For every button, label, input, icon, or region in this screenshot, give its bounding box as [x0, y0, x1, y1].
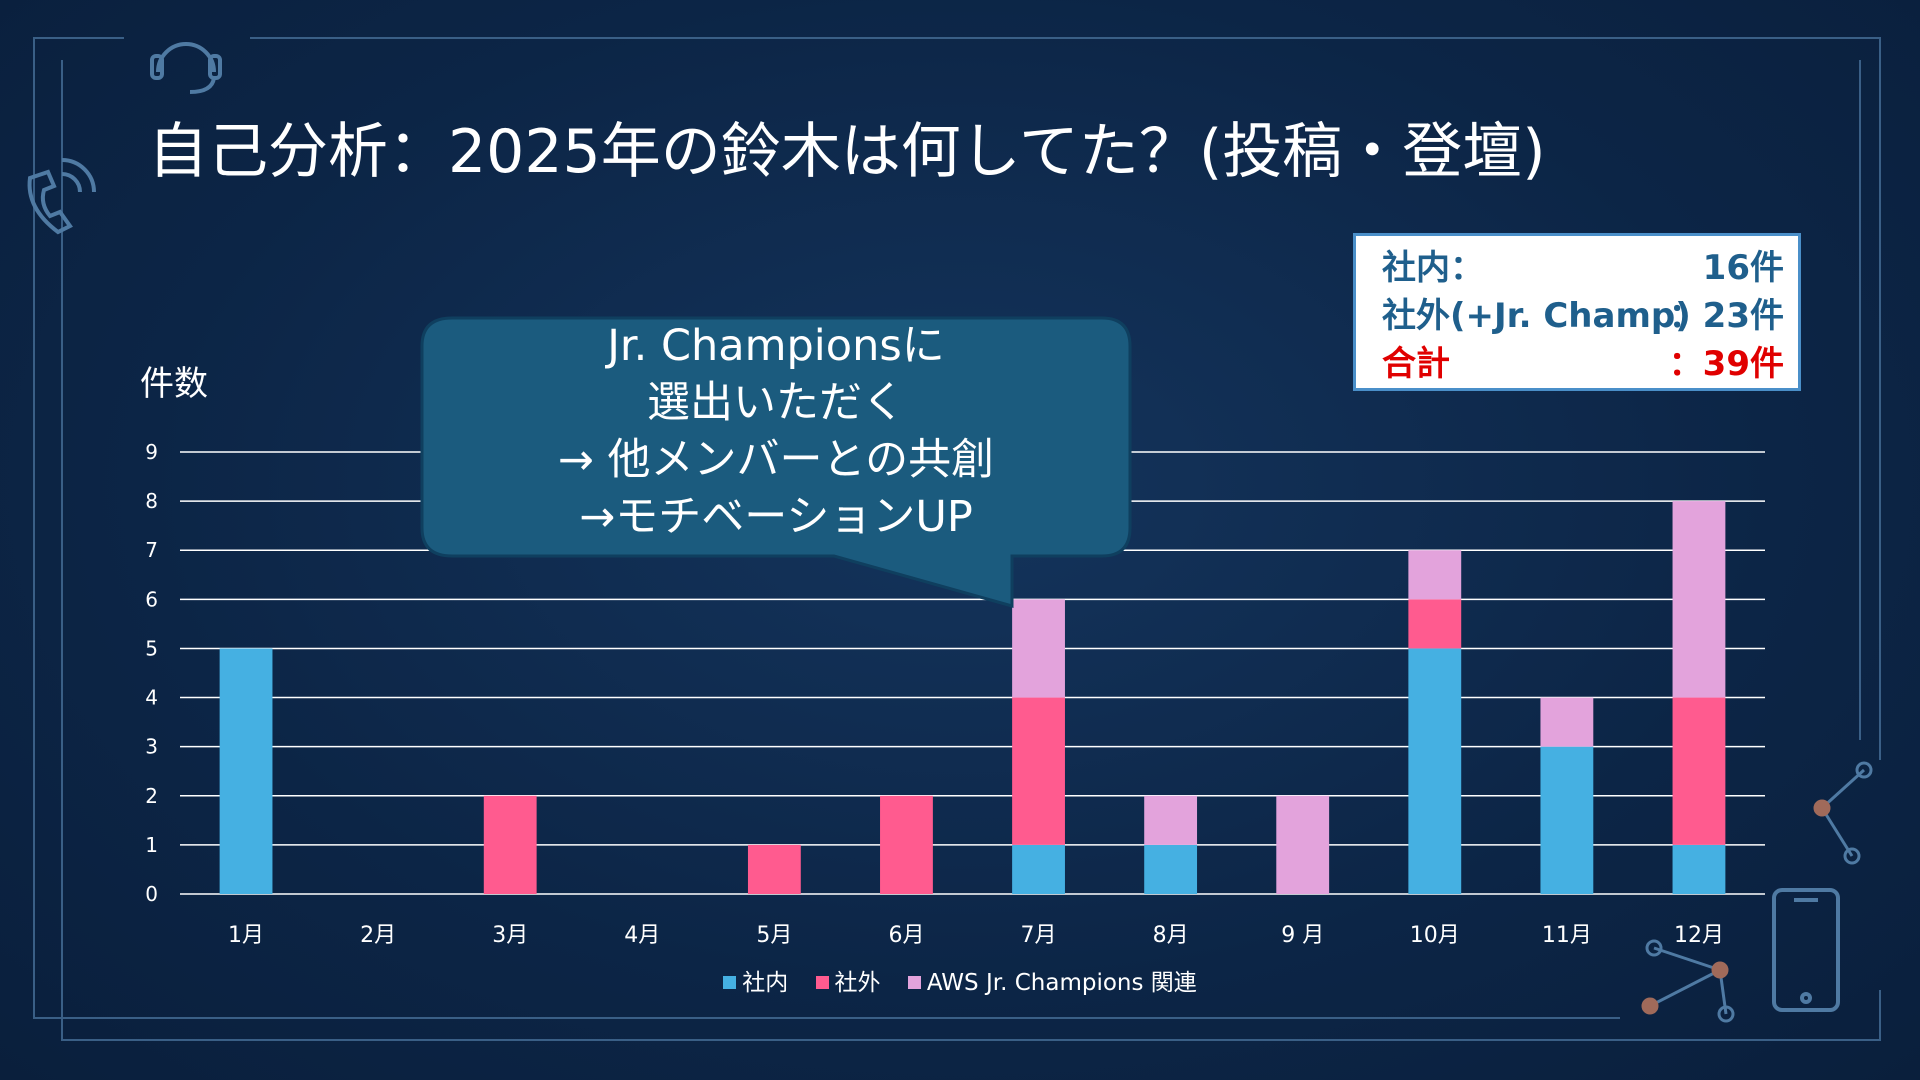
phone-icon	[27, 158, 96, 235]
summary-row-total: 合計 ：39件	[1382, 340, 1784, 388]
summary-value: ：39件	[1668, 344, 1784, 384]
x-tick-label: 8月	[1153, 923, 1189, 948]
legend-item-jr-champions: AWS Jr. Champions 関連	[907, 968, 1197, 998]
bar-segment	[1672, 501, 1726, 698]
x-tick-label: 6月	[888, 923, 924, 948]
headset-icon	[150, 42, 222, 94]
bar-segment	[1012, 599, 1065, 698]
legend-label: 社外	[834, 970, 881, 996]
y-tick-label: 0	[145, 882, 158, 906]
bar-segment	[1672, 844, 1726, 894]
bar-segment	[1276, 795, 1330, 894]
page-title: 自己分析：2025年の鈴木は何してた？(投稿・登壇)	[148, 117, 1546, 187]
y-tick-label: 4	[145, 686, 158, 710]
summary-label: 社内：	[1382, 248, 1484, 288]
chart-legend: 社内 社外 AWS Jr. Champions 関連	[0, 968, 1920, 998]
legend-swatch	[723, 976, 737, 989]
bar-segment	[880, 795, 933, 894]
bar-segment	[1408, 599, 1462, 649]
bar-segment	[1012, 844, 1065, 894]
network-icon	[1641, 761, 1873, 1023]
callout-line: 選出いただく	[647, 378, 905, 428]
bar-segment	[747, 844, 801, 894]
smartphone-icon	[1772, 888, 1840, 1012]
bar-segment	[483, 795, 537, 894]
legend-label: AWS Jr. Champions 関連	[926, 970, 1197, 996]
y-tick-label: 7	[145, 538, 158, 562]
callout-line: Jr. Championsに	[607, 321, 945, 371]
summary-row-internal: 社内： 16件	[1382, 244, 1784, 292]
bar-segment	[1144, 795, 1198, 845]
y-tick-label: 2	[145, 784, 158, 808]
legend-item-external: 社外	[815, 968, 881, 998]
y-tick-label: 8	[145, 489, 158, 513]
callout-line: → 他メンバーとの共創	[557, 435, 995, 485]
y-tick-label: 1	[145, 833, 158, 857]
x-tick-label: 9 月	[1281, 923, 1324, 948]
y-tick-label: 3	[145, 735, 158, 759]
legend-item-internal: 社内	[723, 968, 788, 998]
legend-swatch	[907, 976, 921, 989]
x-tick-label: 11月	[1542, 923, 1592, 948]
callout-line: →モチベーションUP	[579, 492, 973, 542]
legend-label: 社内	[742, 970, 789, 996]
bar-segment	[1144, 844, 1198, 894]
x-tick-label: 5月	[756, 923, 792, 948]
y-tick-label: 9	[145, 440, 158, 464]
x-tick-label: 10月	[1410, 923, 1460, 948]
bar-segment	[1672, 697, 1726, 845]
y-axis-label: 件数	[140, 364, 208, 404]
x-tick-label: 7月	[1021, 923, 1057, 948]
callout-text: Jr. Championsに 選出いただく → 他メンバーとの共創 →モチベーシ…	[420, 318, 1132, 546]
bar-segment	[219, 648, 273, 894]
summary-row-external: 社外(+Jr. Champ) ：23件	[1382, 292, 1784, 340]
x-tick-label: 4月	[624, 923, 660, 948]
bar-segment	[1540, 746, 1594, 894]
callout-bubble	[420, 316, 1132, 608]
summary-value: ：23件	[1668, 296, 1784, 336]
bar-segment	[1408, 550, 1462, 600]
x-tick-label: 2月	[360, 923, 396, 948]
legend-swatch	[815, 976, 829, 989]
bar-segment	[1408, 648, 1462, 894]
y-tick-label: 5	[145, 636, 158, 660]
bar-segment	[1540, 697, 1594, 747]
x-tick-label: 12月	[1674, 923, 1724, 948]
summary-label: 社外(+Jr. Champ)	[1382, 296, 1691, 336]
y-tick-label: 6	[145, 587, 158, 611]
bar-segment	[1012, 697, 1065, 845]
summary-value: 16件	[1702, 248, 1784, 288]
x-tick-label: 3月	[492, 923, 528, 948]
x-tick-label: 1月	[228, 923, 264, 948]
summary-label: 合計	[1382, 344, 1450, 384]
summary-box: 社内： 16件 社外(+Jr. Champ) ：23件 合計 ：39件	[1353, 233, 1801, 391]
